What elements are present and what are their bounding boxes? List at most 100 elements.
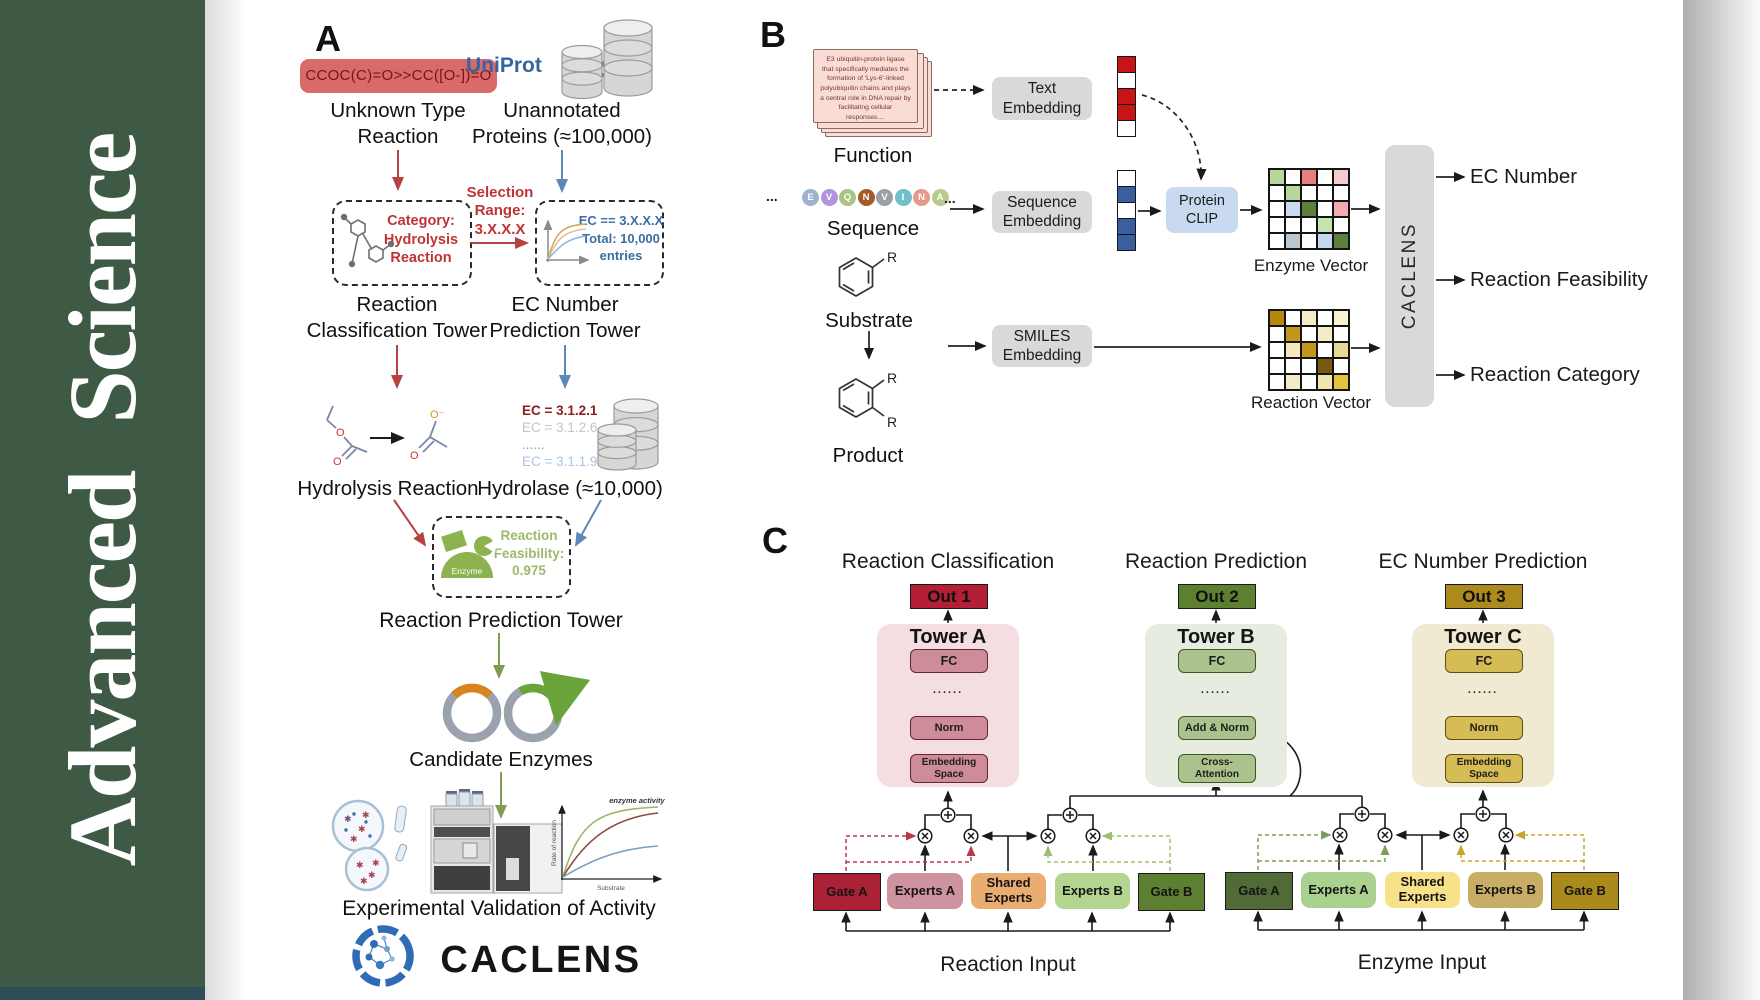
panel-c-label: C — [762, 520, 788, 561]
text-vector — [1117, 56, 1136, 137]
classification-tower-label: Reaction Classification Tower — [306, 293, 488, 343]
ec-list-item: EC = 3.1.1.9 — [522, 454, 598, 469]
grid-cell — [1301, 185, 1317, 201]
vector-cell — [1118, 105, 1135, 121]
grid-cell — [1285, 169, 1301, 185]
tower-name-3: Tower C — [1444, 626, 1522, 648]
grid-cell — [1317, 233, 1333, 249]
oxygen-label: O — [410, 450, 419, 462]
function-card: E3 ubiquitin-protein ligase that specifi… — [813, 49, 918, 123]
caclens-block-label: CACLENS — [1398, 222, 1420, 330]
reaction-vector-label: Reaction Vector — [1250, 393, 1372, 412]
grid-cell — [1333, 374, 1349, 390]
sequence-label: Sequence — [826, 217, 920, 240]
unknown-reaction-label: Unknown Type Reaction — [330, 99, 466, 149]
r-group-label: R — [887, 414, 897, 430]
enzyme-input-label: Enzyme Input — [1357, 951, 1487, 974]
reaction-vector-grid — [1268, 309, 1350, 391]
grid-cell — [1269, 233, 1285, 249]
panel-b-label: B — [760, 14, 786, 55]
reaction-gate-b-box: Gate B — [1138, 873, 1205, 911]
grid-cell — [1333, 169, 1349, 185]
grid-cell — [1269, 374, 1285, 390]
sequence-ellipsis-left: ... — [766, 188, 778, 204]
r-group-label: R — [887, 370, 897, 386]
enzyme-shared-experts-box: Shared Experts — [1385, 872, 1460, 908]
tower-layer-box: Embedding Space — [1445, 754, 1523, 783]
smiles-reaction-box: CCOC(C)=O>>CC([O-])=O — [300, 59, 497, 93]
grid-cell — [1269, 342, 1285, 358]
caclens-block: CACLENS — [1385, 145, 1434, 407]
residue-circle: Q — [839, 189, 856, 206]
output-reaction-feasibility: Reaction Feasibility — [1470, 268, 1648, 291]
grid-cell — [1301, 169, 1317, 185]
grid-cell — [1285, 326, 1301, 342]
svg-text:✱: ✱ — [356, 860, 364, 870]
grid-cell — [1333, 342, 1349, 358]
reaction-category-text: Category: Hydrolysis Reaction — [383, 213, 459, 267]
vector-cell — [1118, 171, 1135, 187]
svg-text:✱: ✱ — [362, 810, 370, 820]
tower-column-title-2: Reaction Prediction — [1124, 550, 1308, 573]
tower-layer-box: Cross- Attention — [1178, 754, 1256, 783]
svg-text:✱: ✱ — [360, 876, 368, 886]
grid-cell — [1333, 358, 1349, 374]
ec-list-item: EC = 3.1.2.6 — [522, 420, 598, 435]
grid-cell — [1285, 233, 1301, 249]
grid-cell — [1301, 310, 1317, 326]
plasmid-icons — [442, 671, 591, 743]
plot-title: enzyme activity — [609, 796, 665, 805]
ec-range-text: EC == 3.X.X.X Total: 10,000 entries — [578, 213, 664, 264]
residue-circle: N — [913, 189, 930, 206]
out-box-2: Out 2 — [1178, 584, 1256, 609]
grid-cell — [1317, 326, 1333, 342]
sequence-vector — [1117, 170, 1136, 251]
ec-list: EC = 3.1.2.1 EC = 3.1.2.6...... EC = 3.1.1… — [522, 402, 597, 470]
grid-cell — [1317, 342, 1333, 358]
reaction-gate-a-box: Gate A — [813, 873, 881, 911]
grid-cell — [1333, 233, 1349, 249]
oxygen-label: O — [336, 427, 345, 439]
reaction-experts-a-box: Experts A — [887, 873, 963, 909]
grid-cell — [1317, 358, 1333, 374]
page-left-shadow — [205, 0, 247, 1000]
grid-cell — [1269, 185, 1285, 201]
text-embedding-box: Text Embedding — [992, 77, 1092, 120]
grid-cell — [1317, 217, 1333, 233]
svg-text:✱: ✱ — [350, 834, 358, 844]
tower-layer-box: Embedding Space — [910, 754, 988, 783]
ec-range-dashed-box — [535, 200, 664, 286]
database-icon-hydrolase — [597, 398, 659, 471]
out-box-3: Out 3 — [1445, 584, 1523, 609]
svg-text:✱: ✱ — [372, 858, 380, 868]
substrate-label: Substrate — [825, 309, 913, 332]
out-box-1: Out 1 — [910, 584, 988, 609]
validation-label: Experimental Validation of Activity — [342, 897, 656, 920]
sum-node — [940, 807, 956, 823]
reaction-input-label: Reaction Input — [940, 953, 1076, 976]
product-label: Product — [832, 444, 904, 467]
tower-column-title-1: Reaction Classification — [841, 550, 1055, 573]
grid-cell — [1317, 310, 1333, 326]
grid-cell — [1317, 201, 1333, 217]
vector-cell — [1118, 203, 1135, 219]
grid-cell — [1317, 169, 1333, 185]
hydrolysis-reaction-label: Hydrolysis Reaction — [297, 477, 479, 500]
sum-product-nodes — [917, 806, 1514, 844]
enzyme-vector-grid — [1268, 168, 1350, 250]
hydrolase-label: Hydrolase (≈10,000) — [477, 477, 663, 500]
output-reaction-category: Reaction Category — [1470, 363, 1640, 386]
residue-circle: V — [876, 189, 893, 206]
reaction-shared-experts-box: Shared Experts — [971, 873, 1046, 909]
grid-cell — [1285, 201, 1301, 217]
tower-name-2: Tower B — [1177, 626, 1255, 648]
grid-cell — [1317, 185, 1333, 201]
svg-text:✱: ✱ — [368, 870, 376, 880]
ec-list-item: ...... — [522, 437, 545, 452]
grid-cell — [1269, 358, 1285, 374]
grid-cell — [1301, 233, 1317, 249]
tower-layer-box: Norm — [1445, 716, 1523, 740]
product-node — [1040, 828, 1056, 844]
tower-dots: ...... — [932, 684, 964, 696]
enzyme-vector-label: Enzyme Vector — [1253, 256, 1369, 275]
